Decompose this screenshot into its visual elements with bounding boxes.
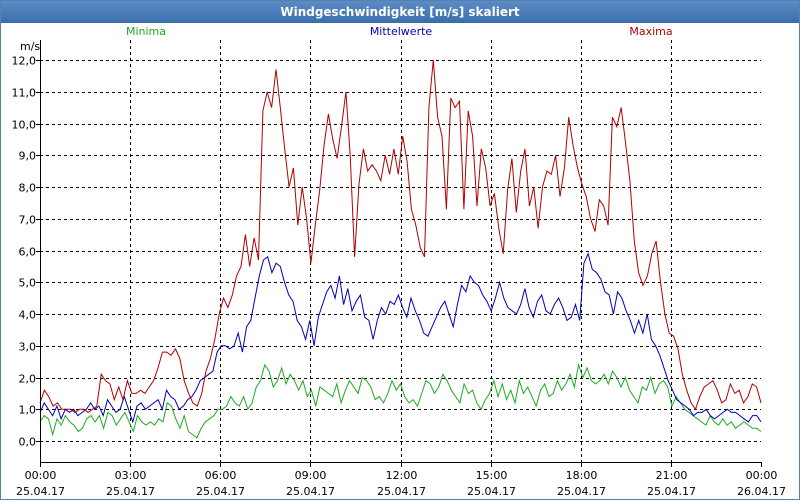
legend-maxima: Maxima xyxy=(629,25,672,38)
x-tick-time: 09:00 xyxy=(295,469,327,482)
y-tick-label: 10,0 xyxy=(12,119,37,132)
y-tick-label: 5,0 xyxy=(19,277,37,290)
legend-minima: Minima xyxy=(126,25,166,38)
series-group xyxy=(39,59,762,439)
y-tick-label: 3,0 xyxy=(19,341,37,354)
series-line-maxima xyxy=(39,59,762,414)
grid-lines xyxy=(40,40,761,462)
axes xyxy=(40,40,761,463)
y-tick-label: 4,0 xyxy=(19,309,37,322)
y-axis-label: m/s xyxy=(20,40,40,53)
y-tick-label: 6,0 xyxy=(19,246,37,259)
y-tick-label: 8,0 xyxy=(19,182,37,195)
x-tick-time: 18:00 xyxy=(566,469,598,482)
x-tick-time: 12:00 xyxy=(386,469,418,482)
y-tick-label: 7,0 xyxy=(19,214,37,227)
x-tick-time: 00:00 xyxy=(746,469,778,482)
x-tick-date: 25.04.17 xyxy=(467,485,516,498)
window-title: Windgeschwindigkeit [m/s] skaliert xyxy=(1,1,799,23)
y-tick-label: 2,0 xyxy=(19,373,37,386)
x-tick-date: 25.04.17 xyxy=(16,485,65,498)
x-tick-date: 25.04.17 xyxy=(377,485,426,498)
y-tick-label: 0,0 xyxy=(19,436,37,449)
x-tick-time: 03:00 xyxy=(115,469,147,482)
x-tick-date: 25.04.17 xyxy=(106,485,155,498)
y-tick-label: 1,0 xyxy=(19,404,37,417)
series-line-minima xyxy=(39,362,762,439)
x-tick-time: 15:00 xyxy=(476,469,508,482)
x-tick-time: 00:00 xyxy=(25,469,57,482)
y-tick-label: 9,0 xyxy=(19,150,37,163)
series-line-mittelwerte xyxy=(39,252,762,424)
x-tick-date: 25.04.17 xyxy=(557,485,606,498)
legend-mittelwerte: Mittelwerte xyxy=(370,25,433,38)
axis-ticks: 0,0 1,0 2,0 3,0 4,0 5,0 6,0 7,0 8,0 9,0 10,0 11,0 12… xyxy=(12,55,786,499)
y-tick-label: 12,0 xyxy=(12,55,37,68)
y-tick-label: 11,0 xyxy=(12,87,37,100)
x-tick-date: 26.04.17 xyxy=(737,485,786,498)
x-tick-date: 25.04.17 xyxy=(647,485,696,498)
x-tick-time: 06:00 xyxy=(205,469,237,482)
x-tick-date: 25.04.17 xyxy=(286,485,335,498)
x-tick-date: 25.04.17 xyxy=(196,485,245,498)
x-tick-time: 21:00 xyxy=(656,469,688,482)
